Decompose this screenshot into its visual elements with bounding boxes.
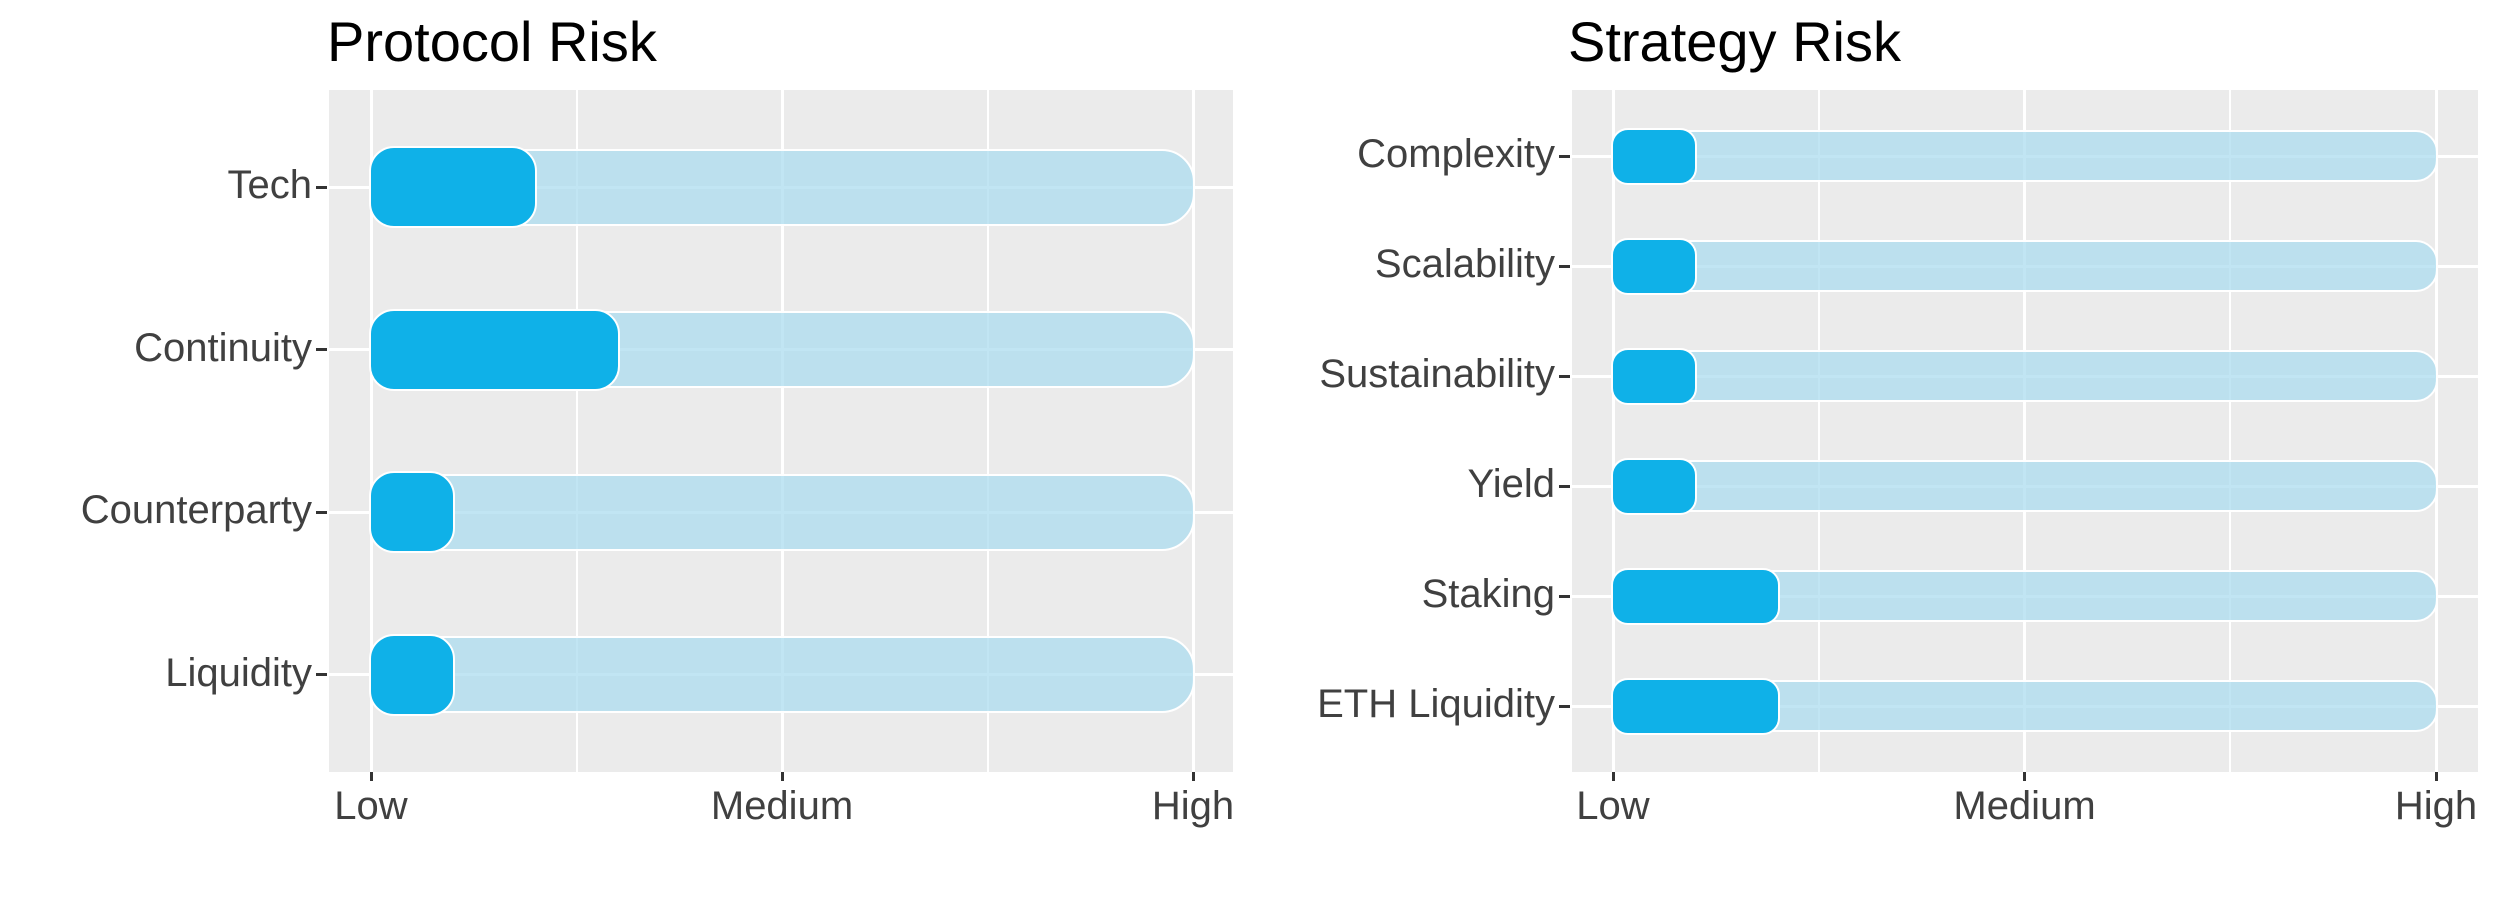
- category-label: Sustainability: [1319, 352, 1555, 396]
- protocol-risk-title: Protocol Risk: [327, 10, 657, 73]
- protocol-risk-chart-panel: [329, 90, 1233, 772]
- risk-value-bar: [1611, 127, 1698, 185]
- y-axis-tick: [316, 673, 327, 677]
- risk-track-bar: [1611, 350, 2438, 402]
- y-axis-tick: [1559, 154, 1570, 158]
- x-axis-tick: [1191, 772, 1195, 781]
- risk-value-bar: [369, 308, 620, 391]
- risk-value-bar: [1611, 567, 1780, 625]
- category-label: Yield: [1467, 462, 1555, 506]
- risk-value-bar: [1611, 237, 1698, 295]
- x-axis-tick: [1611, 772, 1615, 781]
- risk-value-bar: [369, 146, 538, 229]
- category-label: Tech: [227, 163, 313, 208]
- y-axis-tick: [316, 510, 327, 514]
- risk-track-bar: [369, 636, 1195, 714]
- x-axis-label: Low: [334, 784, 408, 828]
- x-axis-tick: [2434, 772, 2438, 781]
- strategy-risk-chart-panel: [1572, 90, 2478, 772]
- category-label: Continuity: [134, 325, 312, 370]
- category-label: Staking: [1421, 572, 1555, 616]
- category-label: Liquidity: [165, 650, 312, 695]
- x-axis-label: Low: [1576, 784, 1650, 828]
- risk-track-bar: [369, 473, 1195, 551]
- grid-major-vline: [2434, 90, 2438, 772]
- risk-value-bar: [369, 471, 456, 554]
- y-axis-tick: [316, 185, 327, 189]
- x-axis-label: High: [2394, 784, 2478, 828]
- strategy-risk-title: Strategy Risk: [1568, 10, 1901, 73]
- grid-major-vline: [1191, 90, 1195, 772]
- category-label: ETH Liquidity: [1317, 682, 1555, 726]
- y-axis-tick: [1559, 484, 1570, 488]
- y-axis-tick: [1559, 264, 1570, 268]
- y-axis-tick: [1559, 374, 1570, 378]
- y-axis-tick: [1559, 594, 1570, 598]
- risk-track-bar: [1611, 460, 2438, 512]
- grid-major-vline: [2023, 90, 2026, 772]
- y-axis-tick: [1559, 704, 1570, 708]
- x-axis-tick: [780, 772, 784, 781]
- x-axis-label: Medium: [1953, 784, 2096, 828]
- category-label: Complexity: [1357, 132, 1555, 176]
- y-axis-tick: [316, 348, 327, 352]
- risk-value-bar: [1611, 347, 1698, 405]
- x-axis-tick: [2023, 772, 2026, 781]
- grid-major-vline: [1611, 90, 1615, 772]
- category-label: Counterparty: [80, 488, 312, 533]
- grid-minor-vline: [575, 90, 578, 772]
- x-axis-label: Medium: [710, 784, 854, 828]
- x-axis-label: High: [1151, 784, 1235, 828]
- risk-value-bar: [1611, 677, 1780, 735]
- grid-major-vline: [780, 90, 784, 772]
- grid-minor-vline: [986, 90, 989, 772]
- x-axis-tick: [369, 772, 373, 781]
- risk-track-bar: [1611, 240, 2438, 292]
- risk-value-bar: [1611, 457, 1698, 515]
- grid-minor-vline: [1817, 90, 1820, 772]
- risk-track-bar: [1611, 130, 2438, 182]
- category-label: Scalability: [1374, 242, 1555, 286]
- risk-value-bar: [369, 633, 456, 716]
- grid-minor-vline: [2229, 90, 2232, 772]
- grid-major-vline: [369, 90, 373, 772]
